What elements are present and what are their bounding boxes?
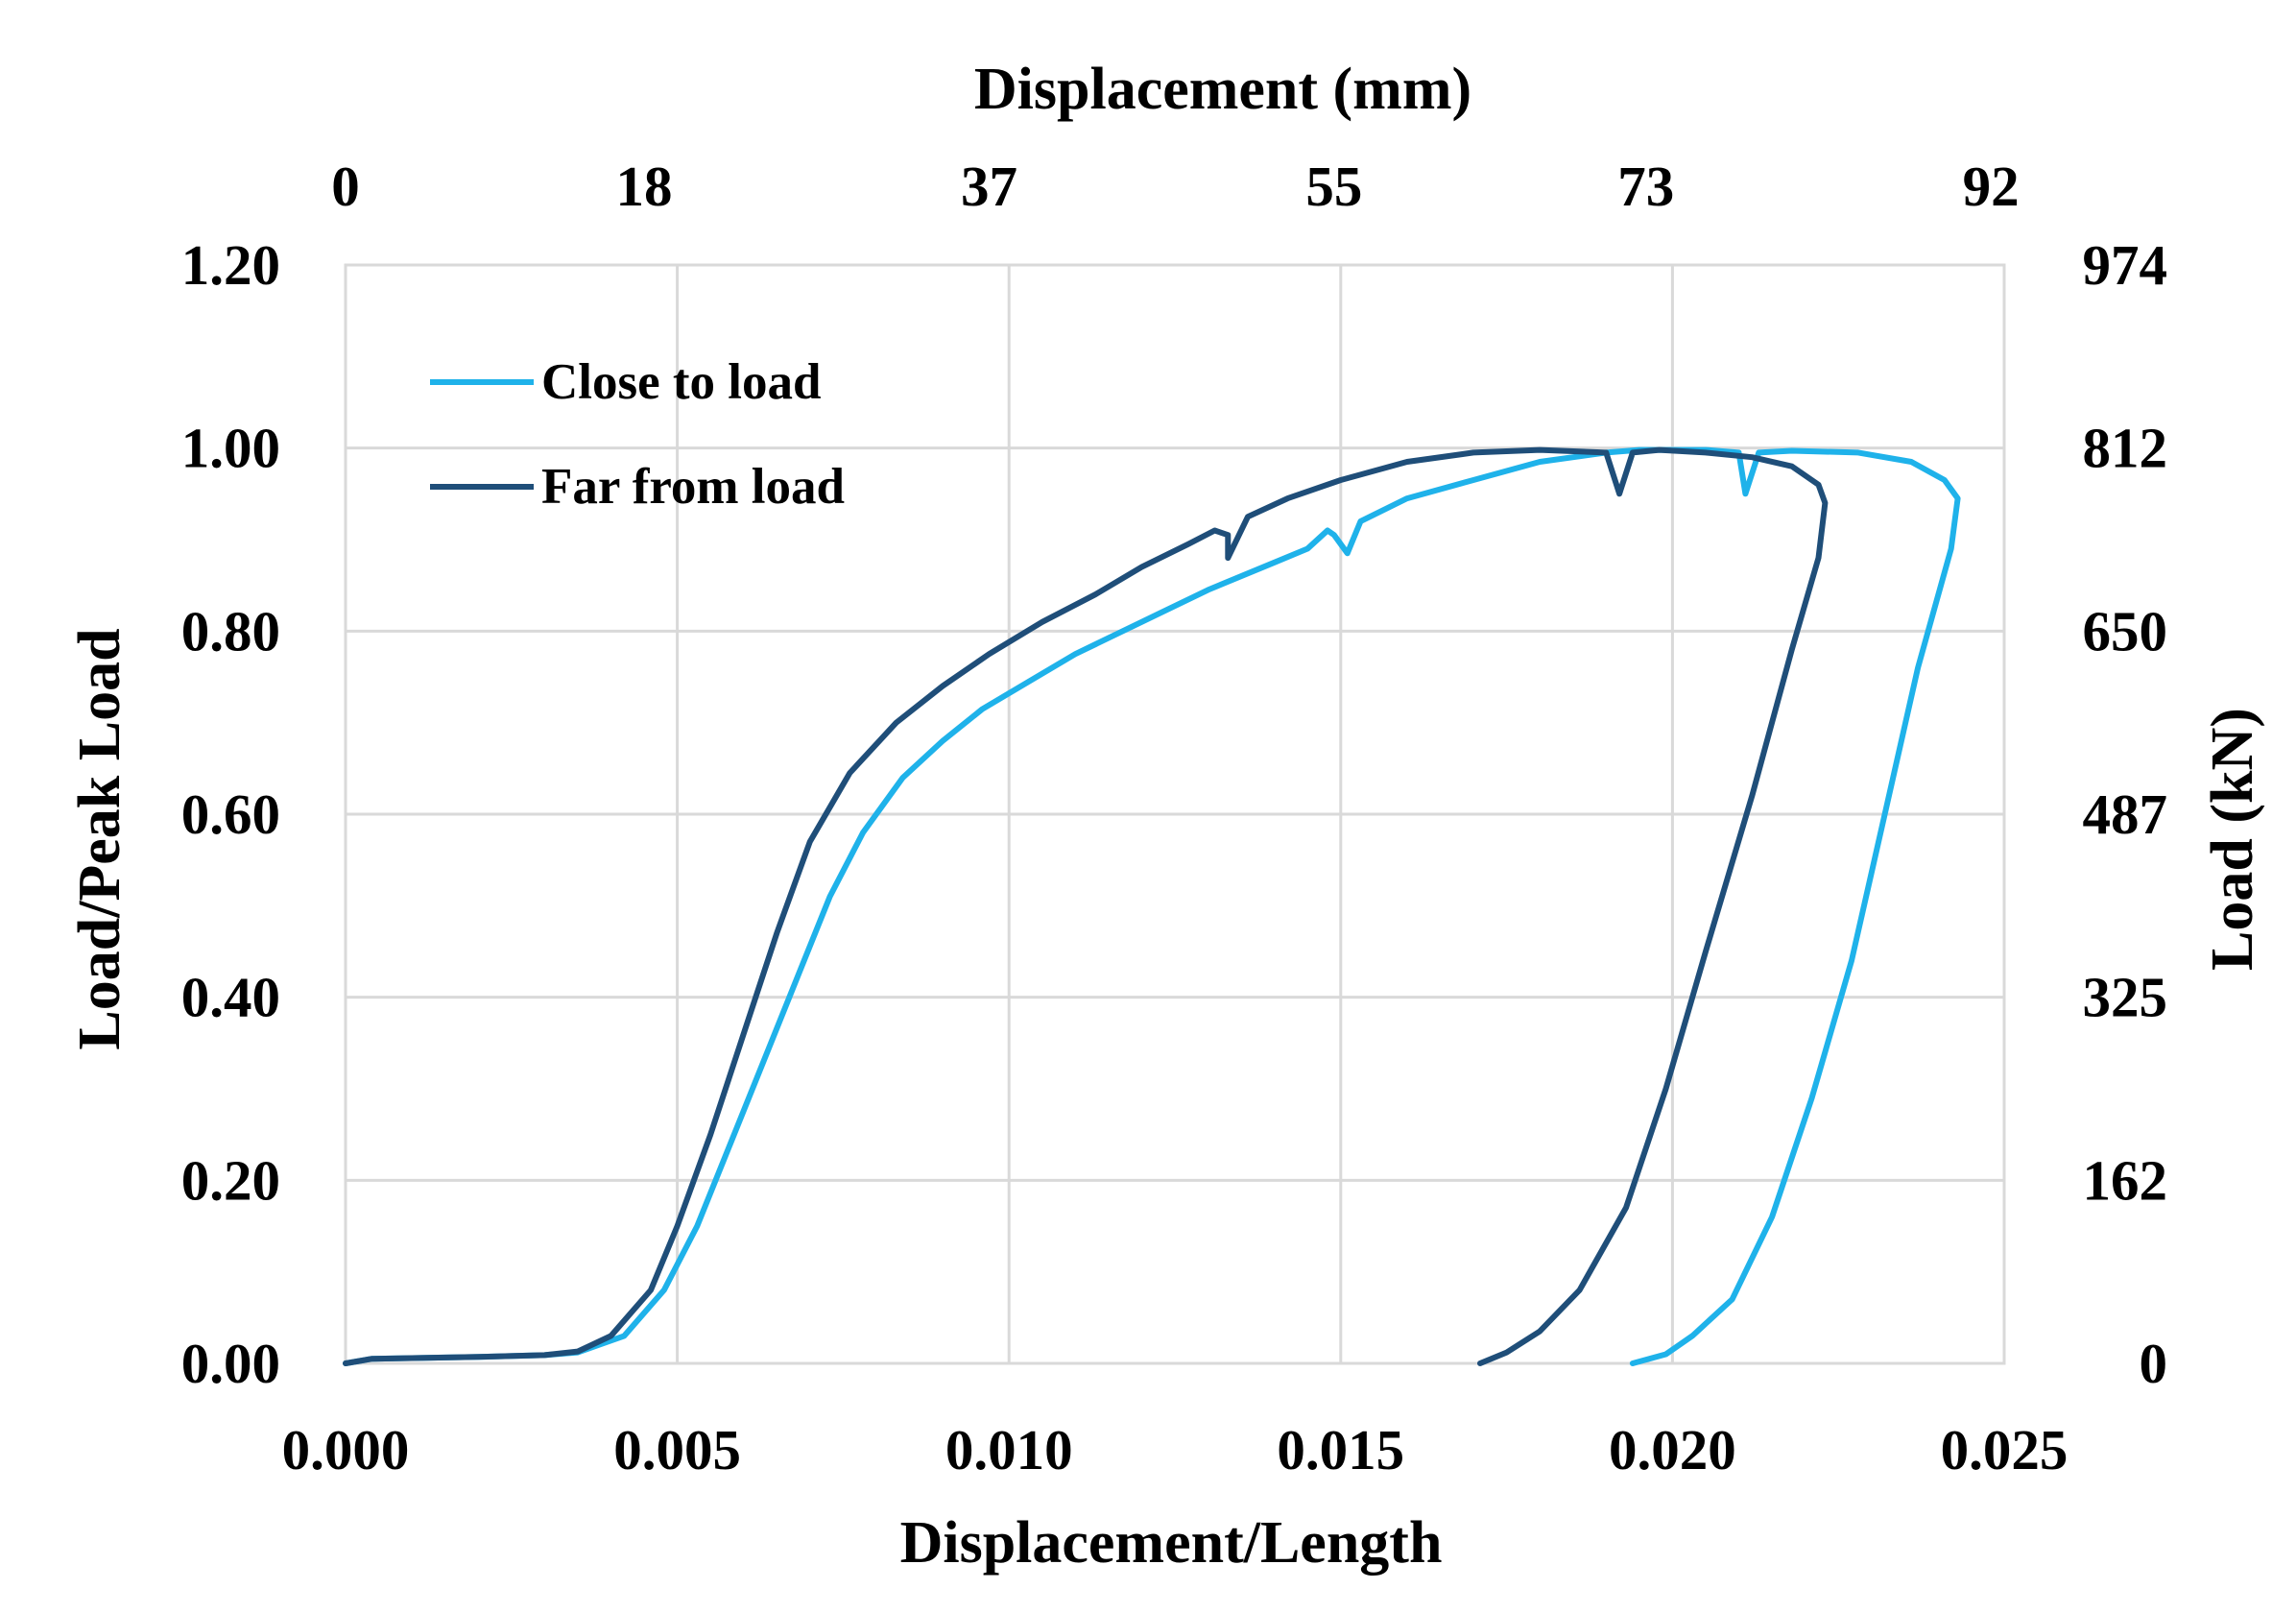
x2-tick-label: 18 (616, 155, 673, 218)
top-axis-title: Displacement (mm) (974, 57, 1471, 122)
y2-tick-label: 487 (2083, 782, 2168, 846)
left-axis-title: Load/Peak Load (67, 628, 132, 1049)
x-tick-label: 0.020 (1609, 1418, 1736, 1481)
y-tick-label: 0.80 (181, 599, 280, 662)
legend-label-far-from-load: Far from load (541, 459, 845, 515)
x2-tick-label: 55 (1305, 155, 1362, 218)
series-layer (343, 446, 1961, 1366)
right-axis-title: Load (kN) (2200, 708, 2265, 971)
series-line-close-to-load (343, 446, 1961, 1366)
x2-tick-label: 0 (331, 155, 360, 218)
x2-tick-label: 37 (961, 155, 1017, 218)
x2-tick-label: 92 (1963, 155, 2020, 218)
y2-tick-label: 812 (2083, 417, 2168, 480)
y-tick-label: 0.20 (181, 1148, 280, 1212)
legend-label-close-to-load: Close to load (541, 354, 822, 410)
y2-tick-label: 162 (2083, 1148, 2168, 1212)
y2-tick-label: 325 (2083, 966, 2168, 1029)
y-tick-label: 1.20 (181, 233, 280, 297)
bottom-axis-title: Displacement/Length (900, 1510, 1443, 1576)
plot-frame (344, 263, 2006, 1365)
x-tick-label: 0.010 (945, 1418, 1073, 1481)
x-tick-label: 0.015 (1277, 1418, 1404, 1481)
y-tick-label: 0.00 (181, 1332, 280, 1395)
series-line-far-from-load (343, 446, 1829, 1366)
legend: Close to load Far from load (430, 354, 845, 515)
x-tick-label: 0.005 (613, 1418, 741, 1481)
y-tick-label: 0.60 (181, 782, 280, 846)
x-tick-label: 0.000 (282, 1418, 410, 1481)
y2-tick-label: 974 (2083, 233, 2168, 297)
grid (344, 263, 2006, 1365)
x-tick-label: 0.025 (1941, 1418, 2069, 1481)
y-tick-label: 1.00 (181, 417, 280, 480)
y2-tick-label: 650 (2083, 599, 2168, 662)
x2-tick-label: 73 (1617, 155, 1674, 218)
y2-tick-label: 0 (2140, 1332, 2168, 1395)
y-tick-label: 0.40 (181, 966, 280, 1029)
